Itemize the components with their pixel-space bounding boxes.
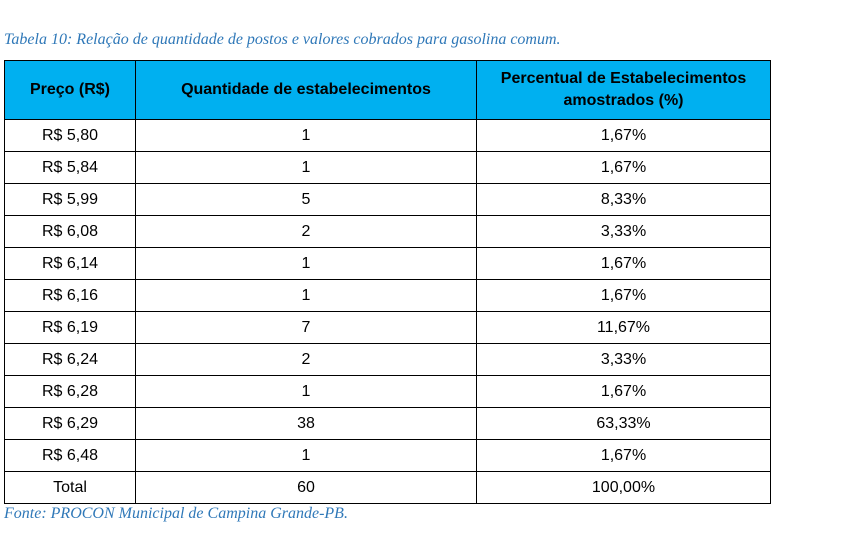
cell-quantity: 1: [135, 119, 477, 152]
cell-price: R$ 6,48: [4, 439, 136, 472]
cell-price: R$ 6,28: [4, 375, 136, 408]
cell-quantity: 2: [135, 343, 477, 376]
total-label: Total: [4, 471, 136, 504]
table-row: R$ 5,99 5 8,33%: [4, 183, 771, 216]
table-row: R$ 6,24 2 3,33%: [4, 343, 771, 376]
cell-price: R$ 6,08: [4, 215, 136, 248]
cell-percent: 8,33%: [476, 183, 771, 216]
table-row: R$ 6,16 1 1,67%: [4, 279, 771, 312]
cell-percent: 1,67%: [476, 279, 771, 312]
cell-percent: 1,67%: [476, 375, 771, 408]
cell-percent: 63,33%: [476, 407, 771, 440]
table-caption: Tabela 10: Relação de quantidade de post…: [4, 31, 561, 48]
cell-quantity: 38: [135, 407, 477, 440]
table-row: R$ 6,29 38 63,33%: [4, 407, 771, 440]
cell-price: R$ 5,99: [4, 183, 136, 216]
cell-quantity: 2: [135, 215, 477, 248]
cell-percent: 11,67%: [476, 311, 771, 344]
cell-percent: 3,33%: [476, 215, 771, 248]
cell-price: R$ 6,14: [4, 247, 136, 280]
cell-percent: 3,33%: [476, 343, 771, 376]
cell-quantity: 1: [135, 247, 477, 280]
cell-quantity: 5: [135, 183, 477, 216]
table-row: R$ 6,19 7 11,67%: [4, 311, 771, 344]
table-row: R$ 5,84 1 1,67%: [4, 151, 771, 184]
cell-quantity: 7: [135, 311, 477, 344]
cell-percent: 1,67%: [476, 151, 771, 184]
table-source-note: Fonte: PROCON Municipal de Campina Grand…: [4, 505, 348, 522]
table-row: R$ 6,14 1 1,67%: [4, 247, 771, 280]
cell-quantity: 1: [135, 375, 477, 408]
table-row: R$ 6,48 1 1,67%: [4, 439, 771, 472]
cell-percent: 1,67%: [476, 119, 771, 152]
cell-price: R$ 5,80: [4, 119, 136, 152]
table-body: R$ 5,80 1 1,67% R$ 5,84 1 1,67% R$ 5,99 …: [4, 119, 771, 504]
cell-quantity: 1: [135, 439, 477, 472]
table-row: R$ 6,08 2 3,33%: [4, 215, 771, 248]
cell-percent: 1,67%: [476, 439, 771, 472]
table-row: R$ 6,28 1 1,67%: [4, 375, 771, 408]
cell-price: R$ 6,29: [4, 407, 136, 440]
table-total-row: Total 60 100,00%: [4, 471, 771, 504]
cell-quantity: 1: [135, 279, 477, 312]
cell-percent: 1,67%: [476, 247, 771, 280]
total-quantity: 60: [135, 471, 477, 504]
header-percent: Percentual de Estabelecimentos amostrado…: [476, 60, 771, 120]
cell-quantity: 1: [135, 151, 477, 184]
cell-price: R$ 6,19: [4, 311, 136, 344]
cell-price: R$ 5,84: [4, 151, 136, 184]
table-header-row: Preço (R$) Quantidade de estabelecimento…: [4, 60, 771, 120]
total-percent: 100,00%: [476, 471, 771, 504]
cell-price: R$ 6,16: [4, 279, 136, 312]
table-row: R$ 5,80 1 1,67%: [4, 119, 771, 152]
header-price: Preço (R$): [4, 60, 136, 120]
header-quantity: Quantidade de estabelecimentos: [135, 60, 477, 120]
cell-price: R$ 6,24: [4, 343, 136, 376]
price-table: Preço (R$) Quantidade de estabelecimento…: [4, 60, 771, 504]
